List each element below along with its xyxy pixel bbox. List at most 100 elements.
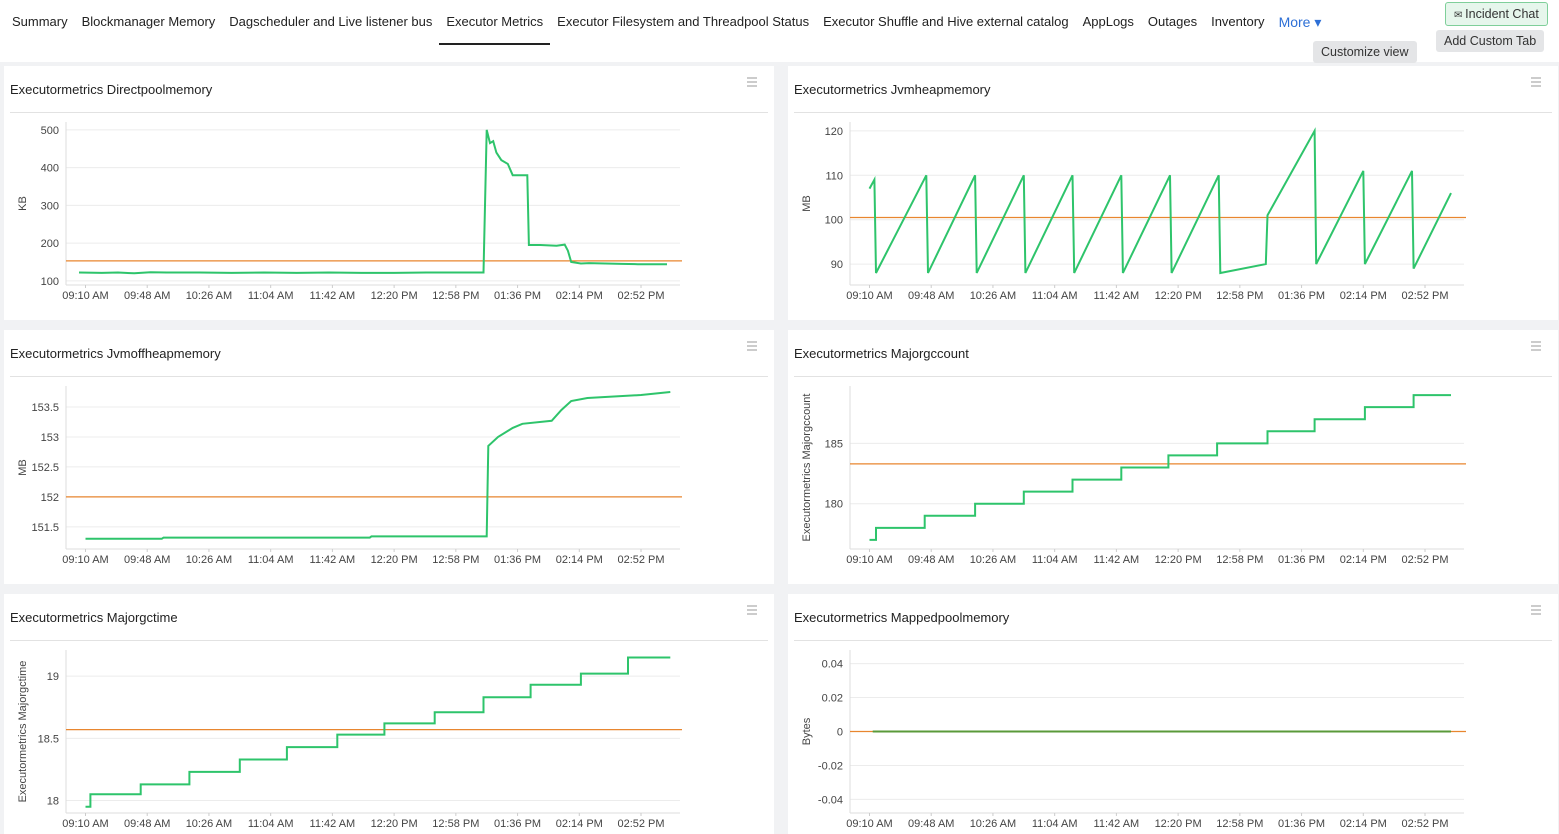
- x-tick-label: 01:36 PM: [494, 290, 541, 302]
- panel: [4, 594, 774, 834]
- chart-title: Executormetrics Majorgccount: [794, 346, 969, 361]
- x-tick-label: 02:52 PM: [1401, 554, 1448, 566]
- y-tick-label: 200: [41, 238, 59, 250]
- y-axis-label: Bytes: [801, 717, 813, 745]
- x-tick-label: 10:26 AM: [186, 818, 232, 830]
- x-tick-label: 11:42 AM: [310, 818, 356, 830]
- y-tick-label: 300: [41, 200, 59, 212]
- add-custom-tab-button[interactable]: Add Custom Tab: [1436, 30, 1545, 52]
- x-tick-label: 09:48 AM: [908, 818, 954, 830]
- tab[interactable]: Dagscheduler and Live listener bus: [229, 14, 433, 29]
- series-line: [85, 391, 671, 540]
- chart-title: Executormetrics Directpoolmemory: [10, 82, 213, 97]
- y-tick-label: -0.02: [818, 760, 843, 772]
- y-tick-label: 100: [825, 215, 843, 227]
- x-tick-label: 12:58 PM: [432, 554, 479, 566]
- x-tick-label: 11:04 AM: [248, 818, 294, 830]
- panel: [788, 330, 1558, 584]
- tab[interactable]: Executor Shuffle and Hive external catal…: [823, 14, 1069, 29]
- x-tick-label: 10:26 AM: [970, 818, 1016, 830]
- y-tick-label: 90: [831, 259, 843, 271]
- y-axis-label: MB: [801, 195, 813, 212]
- chart-title: Executormetrics Jvmoffheapmemory: [10, 346, 221, 361]
- x-tick-label: 11:04 AM: [248, 554, 294, 566]
- y-tick-label: 400: [41, 163, 59, 175]
- tab[interactable]: Inventory: [1211, 14, 1265, 29]
- panel: [4, 330, 774, 584]
- incident-chat-label: Incident Chat: [1465, 7, 1539, 21]
- x-tick-label: 09:10 AM: [62, 290, 108, 302]
- y-tick-label: 0: [837, 727, 843, 739]
- y-axis-label: Executormetrics Majorgccount: [801, 394, 813, 542]
- y-axis-label: MB: [17, 459, 29, 476]
- caret: ▾: [1310, 14, 1322, 30]
- y-tick-label: 0.02: [822, 693, 843, 705]
- x-tick-label: 09:48 AM: [908, 554, 954, 566]
- x-tick-label: 11:04 AM: [1032, 818, 1078, 830]
- chart-title: Executormetrics Majorgctime: [10, 610, 178, 625]
- incident-chat-button[interactable]: ✉ Incident Chat: [1445, 2, 1548, 26]
- x-tick-label: 11:42 AM: [310, 290, 356, 302]
- x-tick-label: 02:14 PM: [556, 290, 603, 302]
- x-tick-label: 11:04 AM: [1032, 554, 1078, 566]
- series-line: [85, 656, 671, 808]
- x-tick-label: 02:14 PM: [1340, 554, 1387, 566]
- x-tick-label: 09:48 AM: [908, 290, 954, 302]
- customize-view-button[interactable]: Customize view: [1313, 41, 1417, 63]
- chart-title: Executormetrics Jvmheapmemory: [794, 82, 991, 97]
- x-tick-label: 09:10 AM: [846, 818, 892, 830]
- x-tick-label: 12:20 PM: [371, 554, 418, 566]
- y-tick-label: 152.5: [31, 462, 59, 474]
- x-tick-label: 02:52 PM: [1401, 818, 1448, 830]
- x-tick-label: 09:48 AM: [124, 290, 170, 302]
- x-tick-label: 01:36 PM: [494, 554, 541, 566]
- x-tick-label: 02:52 PM: [617, 290, 664, 302]
- x-tick-label: 11:42 AM: [1094, 290, 1140, 302]
- series-line: [869, 394, 1451, 541]
- tab[interactable]: Blockmanager Memory: [81, 14, 216, 29]
- y-tick-label: 185: [825, 438, 843, 450]
- x-tick-label: 09:10 AM: [846, 554, 892, 566]
- x-tick-label: 12:20 PM: [1155, 290, 1202, 302]
- series-line: [78, 129, 667, 275]
- panel: [788, 594, 1558, 834]
- y-tick-label: 19: [47, 671, 59, 683]
- y-tick-label: 18: [47, 796, 59, 808]
- x-tick-label: 09:48 AM: [124, 554, 170, 566]
- x-tick-label: 12:58 PM: [1216, 290, 1263, 302]
- y-tick-label: 110: [825, 170, 843, 182]
- more-tab[interactable]: More ▾: [1272, 0, 1329, 45]
- x-tick-label: 01:36 PM: [1278, 818, 1325, 830]
- x-tick-label: 12:20 PM: [1155, 554, 1202, 566]
- tab[interactable]: Summary: [12, 14, 68, 29]
- y-tick-label: 180: [825, 499, 843, 511]
- panel: [4, 66, 774, 320]
- x-tick-label: 11:42 AM: [1094, 818, 1140, 830]
- y-tick-label: -0.04: [818, 794, 843, 806]
- x-tick-label: 12:20 PM: [1155, 818, 1202, 830]
- x-tick-label: 12:20 PM: [371, 818, 418, 830]
- chat-icon: ✉: [1454, 10, 1466, 21]
- y-tick-label: 0.04: [822, 659, 843, 671]
- tab[interactable]: Executor Metrics: [439, 0, 551, 45]
- x-tick-label: 01:36 PM: [1278, 554, 1325, 566]
- x-tick-label: 12:58 PM: [1216, 554, 1263, 566]
- x-tick-label: 02:14 PM: [1340, 818, 1387, 830]
- chart-title: Executormetrics Mappedpoolmemory: [794, 610, 1010, 625]
- y-axis-label: KB: [17, 196, 29, 211]
- tab[interactable]: Outages: [1147, 14, 1198, 29]
- series-line: [868, 127, 1452, 275]
- top-bar: Summary Blockmanager Memory Dagscheduler a…: [0, 0, 1559, 63]
- x-tick-label: 10:26 AM: [186, 554, 232, 566]
- x-tick-label: 11:42 AM: [310, 554, 356, 566]
- tab[interactable]: Executor Filesystem and Threadpool Statu…: [557, 14, 810, 29]
- tab[interactable]: AppLogs: [1082, 14, 1134, 29]
- y-tick-label: 500: [41, 125, 59, 137]
- x-tick-label: 11:04 AM: [1032, 290, 1078, 302]
- x-tick-label: 02:52 PM: [1401, 290, 1448, 302]
- x-tick-label: 09:10 AM: [62, 818, 108, 830]
- y-tick-label: 153: [41, 432, 59, 444]
- y-tick-label: 100: [41, 276, 59, 288]
- x-tick-label: 11:42 AM: [1094, 554, 1140, 566]
